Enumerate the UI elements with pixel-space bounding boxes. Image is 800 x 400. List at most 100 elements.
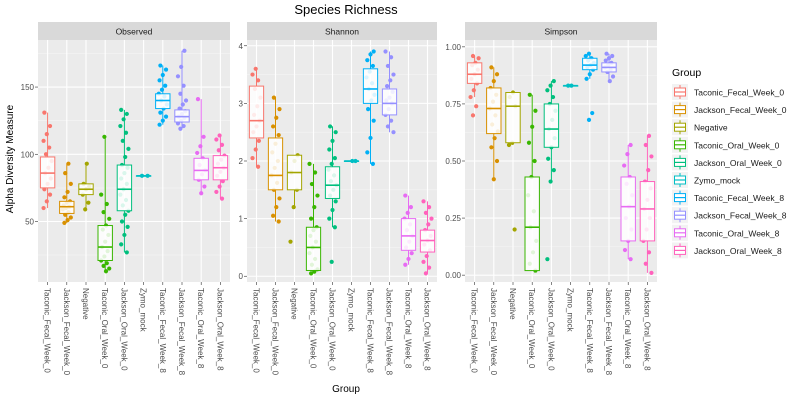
- data-point: [101, 209, 106, 215]
- data-point: [327, 147, 332, 152]
- y-tick-label: 0.75: [445, 100, 461, 109]
- box-taconic-fecal-week-8: [362, 49, 379, 166]
- data-point: [175, 74, 181, 79]
- x-tick-label: Zymo_mock: [347, 288, 356, 333]
- chart-title: Species Richness: [294, 2, 398, 17]
- data-point: [163, 83, 168, 88]
- legend-item-jackson-oral-week-8: Jackson_Oral_Week_8: [672, 242, 782, 259]
- legend-item-negative: Negative: [672, 119, 728, 136]
- data-point: [388, 78, 393, 83]
- data-point: [124, 111, 129, 117]
- data-point: [586, 51, 592, 56]
- box-taconic-fecal-week-0: [466, 53, 483, 118]
- x-tick-label: Jackson_Fecal_Week_8: [604, 288, 613, 376]
- data-point: [628, 257, 633, 262]
- facet-strip: [465, 22, 657, 40]
- data-point: [43, 152, 49, 157]
- x-tick-label: Zymo_mock: [139, 288, 148, 333]
- data-point: [255, 164, 261, 169]
- data-point: [315, 193, 320, 198]
- data-point: [201, 134, 206, 139]
- data-point: [214, 137, 219, 142]
- y-tick-label: 150: [21, 83, 35, 92]
- data-point: [253, 66, 258, 71]
- legend-label: Taconic_Oral_Week_0: [694, 140, 780, 150]
- facet-panel-shannon: Shannon 0 1 2 3 4 Taconic_Fecal_Week_0 Jackson_…: [239, 22, 437, 376]
- data-point: [309, 216, 314, 221]
- box-jackson-fecal-week-8: [381, 49, 398, 135]
- data-point: [291, 204, 296, 210]
- data-point: [409, 251, 414, 256]
- box-taconic-oral-week-0: [524, 92, 540, 273]
- box-iqr: [267, 137, 284, 191]
- data-point: [366, 107, 371, 112]
- data-point: [107, 216, 112, 221]
- box-taconic-oral-week-8: [620, 142, 636, 262]
- y-tick-label: 1.00: [445, 43, 461, 52]
- data-point: [426, 204, 432, 210]
- x-tick-label: Jackson_Fecal_Week_0: [62, 288, 71, 376]
- data-point: [271, 124, 276, 129]
- data-point: [104, 201, 109, 207]
- facet-strip: [38, 22, 230, 40]
- data-point: [333, 199, 338, 204]
- data-point: [118, 123, 123, 129]
- data-point: [157, 78, 162, 83]
- data-point: [468, 94, 473, 100]
- data-point: [622, 163, 627, 168]
- box-negative: [505, 90, 521, 232]
- box-zymo-mock: [562, 83, 579, 88]
- x-tick-label: Negative: [508, 288, 517, 320]
- data-point: [68, 215, 73, 220]
- data-point: [63, 171, 68, 176]
- data-point: [309, 271, 314, 276]
- data-point: [47, 123, 53, 129]
- x-tick-label: Jackson_Fecal_Week_8: [385, 288, 394, 376]
- x-tick-label: Zymo_mock: [566, 288, 575, 333]
- data-point: [123, 130, 129, 135]
- legend-label: Jackson_Fecal_Week_8: [694, 211, 787, 221]
- legend-item-jackson-fecal-week-0: Jackson_Fecal_Week_0: [672, 101, 787, 118]
- box-iqr: [381, 88, 398, 116]
- box-jackson-fecal-week-8: [174, 48, 190, 131]
- data-point: [532, 158, 537, 164]
- box-iqr: [362, 68, 379, 104]
- legend-label: Zymo_mock: [694, 176, 741, 186]
- data-point: [68, 181, 73, 186]
- data-point: [271, 95, 277, 100]
- box-zymo-mock: [343, 158, 360, 164]
- box-iqr: [324, 166, 341, 199]
- box-taconic-fecal-week-0: [39, 110, 56, 211]
- data-point: [388, 118, 394, 123]
- data-point: [421, 259, 426, 264]
- legend-item-jackson-oral-week-0: Jackson_Oral_Week_0: [672, 154, 782, 171]
- data-point: [159, 87, 165, 92]
- data-point: [271, 213, 276, 218]
- data-point: [533, 108, 538, 113]
- data-point: [44, 132, 49, 137]
- data-point: [158, 63, 163, 68]
- data-point: [590, 110, 595, 116]
- data-point: [274, 115, 279, 120]
- y-tick-label: 3: [239, 99, 244, 108]
- data-point: [625, 152, 630, 157]
- data-point: [610, 74, 616, 79]
- box-jackson-oral-week-0: [116, 107, 133, 255]
- data-point: [329, 259, 334, 264]
- data-point: [119, 219, 125, 224]
- data-point: [494, 72, 500, 77]
- box-taconic-fecal-week-0: [248, 66, 265, 169]
- box-iqr: [582, 57, 598, 71]
- data-point: [103, 269, 109, 274]
- data-point: [371, 118, 376, 123]
- data-point: [383, 49, 388, 54]
- data-point: [526, 140, 532, 145]
- data-point: [178, 91, 183, 96]
- box-iqr: [248, 85, 265, 139]
- legend-item-taconic-oral-week-0: Taconic_Oral_Week_0: [672, 136, 780, 153]
- data-point: [649, 270, 654, 275]
- data-point: [47, 192, 53, 197]
- box-iqr: [97, 225, 113, 261]
- facet-strip-label: Observed: [116, 27, 153, 37]
- box-taconic-oral-week-0: [97, 134, 113, 274]
